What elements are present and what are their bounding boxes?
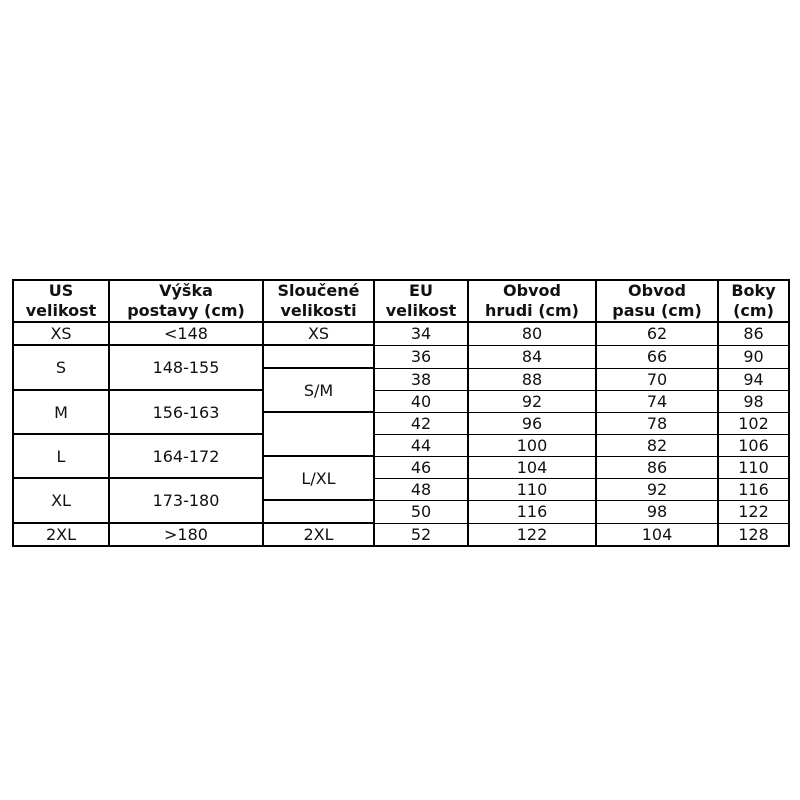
chest-cell: 104 xyxy=(467,455,597,479)
table-row: S/M 38 88 70 94 xyxy=(13,367,790,413)
eu-size-cell: 42 xyxy=(373,411,469,435)
us-size-cell-s: S xyxy=(12,344,110,391)
waist-cell: 78 xyxy=(595,411,719,435)
merged-size-cell-empty xyxy=(262,344,375,369)
waist-cell: 98 xyxy=(595,499,719,524)
hips-cell: 102 xyxy=(717,411,790,435)
eu-size-cell: 50 xyxy=(373,499,469,524)
eu-size-cell: 52 xyxy=(373,522,469,547)
eu-size-cell: 44 xyxy=(373,433,469,457)
height-cell-xs: <148 xyxy=(108,321,264,346)
waist-cell: 104 xyxy=(595,522,719,547)
waist-cell: 66 xyxy=(595,344,719,369)
height-cell-m: 156-163 xyxy=(108,389,264,435)
merged-size-cell-xs: XS xyxy=(262,321,375,346)
header-height: Výška postavy (cm) xyxy=(108,279,264,323)
size-chart: US velikost Výška postavy (cm) Sloučené … xyxy=(12,279,790,547)
waist-cell: 82 xyxy=(595,433,719,457)
chest-cell: 96 xyxy=(467,411,597,435)
header-row: US velikost Výška postavy (cm) Sloučené … xyxy=(12,279,790,323)
eu-size-cell: 38 xyxy=(373,367,469,391)
chest-cell: 100 xyxy=(467,433,597,457)
hips-cell: 110 xyxy=(717,455,790,479)
table-row: L/XL 46 104 86 110 xyxy=(13,455,790,501)
hips-cell: 122 xyxy=(717,499,790,524)
eu-size-cell: 36 xyxy=(373,344,469,369)
hips-cell: 116 xyxy=(717,477,790,501)
chest-cell: 122 xyxy=(467,522,597,547)
table-row: XL 173-180 48 110 92 116 xyxy=(12,477,790,524)
merged-size-cell-empty xyxy=(262,499,375,524)
size-chart-table: US velikost Výška postavy (cm) Sloučené … xyxy=(12,279,790,547)
table-row: S 148-155 36 84 66 90 xyxy=(12,344,790,391)
hips-cell: 128 xyxy=(717,522,790,547)
hips-cell: 94 xyxy=(717,367,790,391)
header-chest: Obvod hrudi (cm) xyxy=(467,279,597,323)
merged-size-cell-2xl: 2XL xyxy=(262,522,375,547)
waist-cell: 62 xyxy=(595,321,719,346)
chest-cell: 88 xyxy=(467,367,597,391)
table-row: 42 96 78 102 xyxy=(13,411,790,457)
table-row: XS <148 XS 34 80 62 86 xyxy=(12,321,790,346)
header-waist: Obvod pasu (cm) xyxy=(595,279,719,323)
chest-cell: 116 xyxy=(467,499,597,524)
merged-size-cell-lxl: L/XL xyxy=(262,455,375,501)
waist-cell: 86 xyxy=(595,455,719,479)
hips-cell: 86 xyxy=(717,321,790,346)
waist-cell: 92 xyxy=(595,477,719,501)
height-cell-s: 148-155 xyxy=(108,344,264,391)
table-row: 2XL >180 2XL 52 122 104 128 xyxy=(12,522,790,547)
height-cell-xl: 173-180 xyxy=(108,477,264,524)
us-size-cell-m: M xyxy=(12,389,110,435)
us-size-cell-l: L xyxy=(12,433,110,479)
eu-size-cell: 46 xyxy=(373,455,469,479)
header-eu-size: EU velikost xyxy=(373,279,469,323)
hips-cell: 106 xyxy=(717,433,790,457)
hips-cell: 90 xyxy=(717,344,790,369)
table-row: M 156-163 40 92 74 98 xyxy=(12,389,790,435)
waist-cell: 74 xyxy=(595,389,719,413)
header-us-size: US velikost xyxy=(12,279,110,323)
us-size-cell-xl: XL xyxy=(12,477,110,524)
table-row: L 164-172 44 100 82 106 xyxy=(12,433,790,479)
chest-cell: 80 xyxy=(467,321,597,346)
waist-cell: 70 xyxy=(595,367,719,391)
merged-size-cell-sm: S/M xyxy=(262,367,375,413)
chest-cell: 92 xyxy=(467,389,597,413)
eu-size-cell: 40 xyxy=(373,389,469,413)
chest-cell: 84 xyxy=(467,344,597,369)
merged-size-cell-empty xyxy=(262,411,375,457)
eu-size-cell: 34 xyxy=(373,321,469,346)
chest-cell: 110 xyxy=(467,477,597,501)
header-merged-size: Sloučené velikosti xyxy=(262,279,375,323)
hips-cell: 98 xyxy=(717,389,790,413)
height-cell-l: 164-172 xyxy=(108,433,264,479)
us-size-cell-2xl: 2XL xyxy=(12,522,110,547)
eu-size-cell: 48 xyxy=(373,477,469,501)
header-hips: Boky (cm) xyxy=(717,279,790,323)
height-cell-2xl: >180 xyxy=(108,522,264,547)
us-size-cell-xs: XS xyxy=(12,321,110,346)
